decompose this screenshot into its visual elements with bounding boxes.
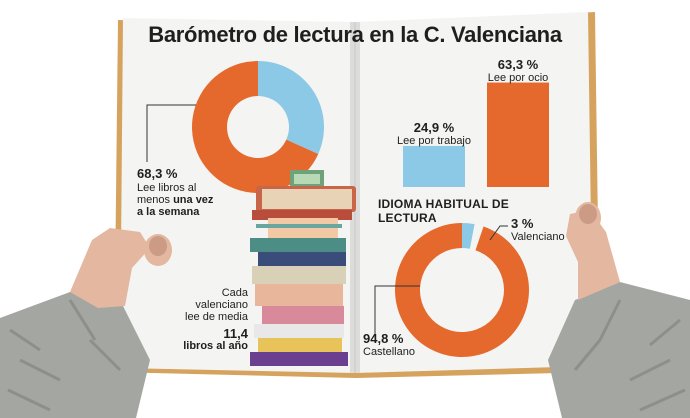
average-text: Cada valenciano lee de media bbox=[176, 287, 248, 323]
donut-slice-remainder bbox=[258, 61, 324, 154]
right-hand bbox=[566, 210, 620, 300]
book bbox=[262, 306, 344, 326]
left-sweater-sleeve bbox=[0, 292, 150, 418]
language-donut-chart bbox=[394, 223, 529, 357]
page-title: Barómetro de lectura en la C. Valenciana bbox=[148, 22, 562, 47]
frequency-label-line2: menos una vez bbox=[137, 194, 247, 206]
donut-slice-castellano bbox=[394, 223, 529, 357]
frequency-label: Lee libros al menos una vez a la semana bbox=[137, 182, 247, 218]
frequency-donut-chart bbox=[192, 61, 324, 194]
right-sweater-sleeve bbox=[548, 282, 690, 418]
right-sleeve-texture bbox=[573, 299, 686, 412]
motive-bar-chart bbox=[403, 82, 549, 187]
frequency-label-line3: a la semana bbox=[137, 206, 200, 218]
average-line: valenciano bbox=[195, 299, 248, 311]
book bbox=[294, 174, 320, 184]
left-sleeve-texture bbox=[7, 299, 122, 412]
donut-slice-valenciano bbox=[462, 223, 475, 249]
stack-of-books-illustration bbox=[250, 170, 356, 366]
frequency-label-line2-plain: menos bbox=[137, 194, 174, 206]
average-line: lee de media bbox=[185, 311, 248, 323]
ocio-label: Lee por ocio bbox=[487, 72, 549, 84]
right-thumb-nail bbox=[579, 204, 597, 224]
valenciano-leader-line bbox=[489, 225, 508, 241]
book bbox=[258, 338, 342, 352]
castellano-leader-line bbox=[374, 285, 420, 334]
castellano-value: 94,8 % bbox=[363, 331, 404, 346]
book bbox=[254, 324, 344, 338]
book bbox=[255, 284, 343, 306]
average-value: 11,4 bbox=[223, 326, 248, 341]
frequency-label-line1: Lee libros al bbox=[137, 182, 197, 194]
book bbox=[252, 266, 346, 284]
bar-lee-por-ocio bbox=[487, 82, 549, 187]
donut-slice-weekly-readers bbox=[192, 61, 319, 194]
book bbox=[252, 210, 352, 220]
book bbox=[262, 189, 352, 209]
trabajo-value: 24,9 % bbox=[413, 120, 455, 135]
trabajo-label: Lee por trabajo bbox=[397, 135, 471, 147]
book bbox=[258, 252, 346, 266]
language-section-title: IDIOMA HABITUAL DE LECTURA bbox=[378, 197, 509, 225]
frequency-value: 68,3 % bbox=[137, 166, 178, 181]
left-hand bbox=[70, 228, 150, 308]
average-line: Cada bbox=[221, 287, 248, 299]
book bbox=[250, 238, 346, 252]
castellano-label: Castellano bbox=[363, 346, 415, 358]
left-thumb-nail bbox=[149, 236, 167, 256]
ocio-value: 63,3 % bbox=[497, 57, 539, 72]
book bbox=[256, 224, 342, 228]
average-unit: libros al año bbox=[183, 340, 248, 352]
frequency-label-line2-bold: una vez bbox=[173, 194, 214, 206]
valenciano-value: 3 % bbox=[511, 216, 534, 231]
frequency-leader-line bbox=[146, 104, 196, 162]
book bbox=[268, 218, 338, 240]
valenciano-label: Valenciano bbox=[511, 231, 565, 243]
bar-lee-por-trabajo bbox=[403, 145, 465, 187]
book bbox=[250, 352, 348, 366]
right-page bbox=[355, 12, 593, 373]
